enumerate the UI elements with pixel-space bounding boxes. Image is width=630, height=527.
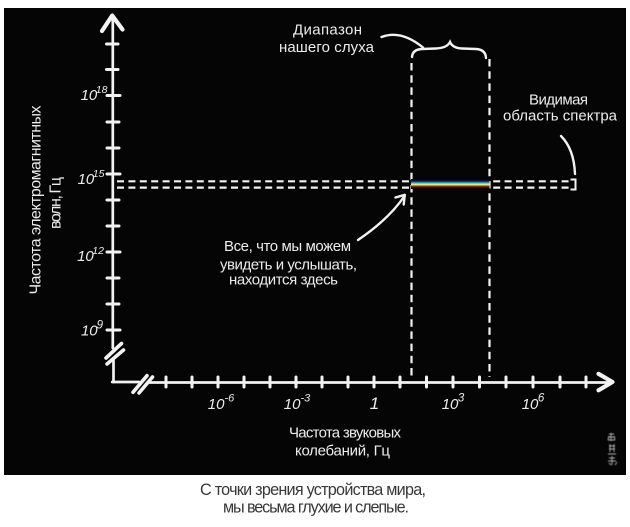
- svg-text:Диапазон: Диапазон: [293, 22, 362, 39]
- svg-text:мы весьма глухие и слепые.: мы весьма глухие и слепые.: [223, 499, 409, 517]
- svg-text:волн, Гц: волн, Гц: [48, 177, 65, 229]
- svg-text:Частота звуковых: Частота звуковых: [289, 425, 402, 442]
- svg-text:1: 1: [370, 394, 379, 413]
- svg-text:С точки зрения устройства мира: С точки зрения устройства мира,: [200, 481, 426, 499]
- svg-text:Частота электромагнитных: Частота электромагнитных: [28, 106, 45, 295]
- svg-text:колебаний, Гц: колебаний, Гц: [295, 443, 390, 460]
- svg-text:Все, что мы можем: Все, что мы можем: [224, 238, 351, 255]
- svg-text:нашего слуха: нашего слуха: [279, 39, 375, 56]
- svg-text:увидеть и услышать,: увидеть и услышать,: [220, 257, 357, 274]
- svg-text:область спектра: область спектра: [503, 108, 618, 125]
- svg-text:находится здесь: находится здесь: [229, 272, 338, 289]
- svg-text:Видимая: Видимая: [529, 92, 588, 109]
